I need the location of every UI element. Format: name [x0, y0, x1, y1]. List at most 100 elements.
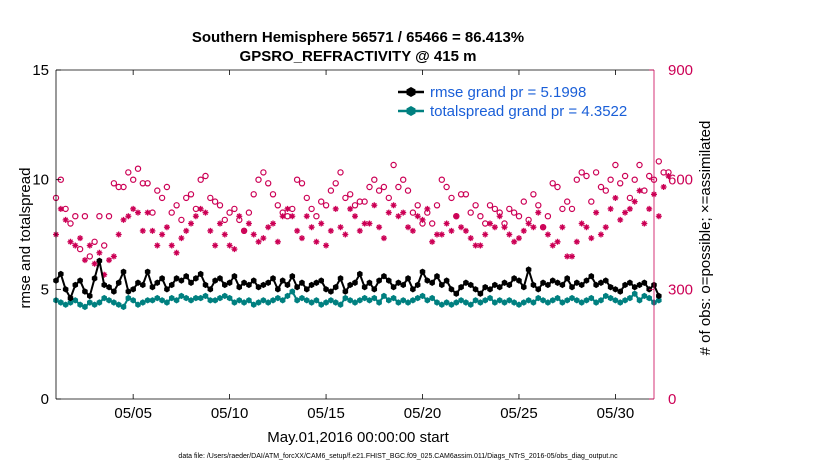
obs-assimilated-point: [303, 213, 310, 220]
rmse-point: [371, 286, 378, 293]
obs-assimilated-point: [192, 213, 199, 220]
rmse-point: [294, 283, 300, 291]
obs-possible-point: [226, 209, 233, 216]
totalspread-point: [217, 294, 223, 302]
obs-possible-point: [91, 238, 98, 245]
asterisk-mark: [134, 209, 141, 216]
obs-possible-point: [342, 194, 349, 202]
rmse-point: [617, 288, 624, 295]
obs-assimilated-point: [554, 238, 561, 245]
rmse-point: [226, 279, 233, 286]
asterisk-mark: [274, 238, 281, 245]
rmse-point: [308, 281, 315, 289]
obs-possible-point: [380, 183, 388, 191]
obs-assimilated-point: [400, 209, 407, 216]
obs-possible-point: [438, 176, 445, 183]
rmse-point: [463, 279, 469, 286]
asterisk-mark: [178, 235, 185, 242]
asterisk-mark: [72, 242, 79, 249]
rmse-point: [390, 283, 397, 291]
totalspread-point: [467, 301, 474, 308]
obs-possible-point: [303, 194, 310, 202]
legend-rmse-marker: [406, 87, 416, 97]
obs-assimilated-point: [409, 227, 416, 234]
obs-possible-point: [260, 169, 267, 176]
totalspread-point: [67, 299, 74, 306]
obs-assimilated-point: [332, 205, 339, 212]
asterisk-mark: [298, 235, 305, 242]
asterisk-mark: [327, 227, 334, 234]
obs-assimilated-point: [549, 242, 556, 249]
obs-assimilated-point: [57, 205, 64, 212]
asterisk-mark: [163, 224, 170, 231]
asterisk-mark: [549, 242, 556, 249]
asterisk-mark: [81, 257, 88, 264]
rmse-point: [188, 279, 194, 286]
obs-possible-point: [409, 209, 417, 216]
rmse-point: [366, 279, 373, 286]
obs-assimilated-point: [72, 242, 79, 249]
totalspread-point: [284, 292, 291, 300]
obs-possible-point: [298, 180, 306, 187]
rmse-point: [159, 275, 165, 282]
asterisk-mark: [337, 224, 344, 231]
totalspread-point: [299, 294, 305, 302]
totalspread-point: [583, 297, 590, 304]
obs-possible-point: [400, 176, 407, 183]
totalspread-point: [549, 297, 556, 304]
y-right-tick-label: 0: [668, 391, 676, 408]
totalspread-point: [159, 297, 165, 304]
obs-possible-point: [467, 209, 474, 216]
rmse-point: [361, 283, 368, 291]
obs-possible-point: [592, 169, 600, 176]
x-tick-label: 05/20: [404, 405, 442, 422]
totalspread-point: [603, 292, 609, 300]
asterisk-mark: [482, 231, 489, 238]
asterisk-mark: [168, 242, 175, 249]
rmse-point: [603, 277, 609, 284]
obs-assimilated-point: [607, 205, 614, 212]
rmse-point: [337, 275, 344, 282]
obs-possible-point: [231, 205, 238, 213]
rmse-point: [516, 277, 522, 284]
obs-assimilated-point: [250, 231, 257, 238]
y-left-tick-label: 0: [41, 391, 49, 408]
totalspread-point: [96, 299, 103, 306]
totalspread-point: [439, 301, 445, 308]
obs-assimilated-point: [323, 242, 330, 249]
asterisk-mark: [323, 242, 330, 249]
totalspread-point: [202, 292, 209, 300]
obs-assimilated-point: [202, 209, 209, 216]
rmse-point: [656, 292, 662, 300]
chart-title-line1: Southern Hemisphere 56571 / 65466 = 86.4…: [192, 29, 524, 46]
totalspread-point: [400, 297, 406, 304]
totalspread-point: [144, 297, 151, 304]
obs-possible-point: [486, 202, 494, 209]
asterisk-mark: [101, 271, 108, 278]
asterisk-mark: [559, 224, 566, 231]
obs-possible-point: [182, 194, 190, 202]
totalspread-point: [646, 294, 652, 302]
rmse-point: [530, 281, 537, 289]
obs-possible-point: [202, 172, 209, 180]
totalspread-point: [641, 292, 648, 300]
x-tick-label: 05/30: [597, 405, 635, 422]
obs-possible-point: [607, 176, 614, 183]
obs-assimilated-point: [487, 220, 494, 227]
obs-possible-point: [597, 183, 605, 191]
obs-assimilated-point: [631, 198, 638, 205]
asterisk-mark: [578, 220, 585, 227]
asterisk-mark: [86, 242, 93, 249]
asterisk-mark: [125, 213, 132, 220]
totalspread-point: [279, 297, 286, 304]
asterisk-mark: [414, 213, 421, 220]
asterisk-mark: [593, 209, 600, 216]
totalspread-point: [62, 301, 69, 308]
obs-assimilated-point: [313, 238, 320, 245]
totalspread-point: [304, 297, 310, 304]
rmse-point: [410, 286, 416, 293]
obs-assimilated-point: [221, 231, 228, 238]
rmse-point: [67, 294, 74, 302]
x-axis-label: May.01,2016 00:00:00 start: [267, 429, 449, 446]
obs-assimilated-point: [569, 253, 576, 260]
